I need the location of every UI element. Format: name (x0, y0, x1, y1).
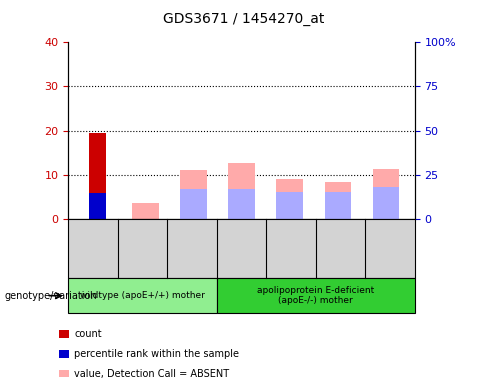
Bar (180, 189, 207, 219)
Bar (132, 203, 159, 219)
Bar (276, 192, 303, 219)
Bar (373, 187, 399, 219)
Bar (89, 193, 105, 219)
Bar (180, 170, 207, 219)
Text: percentile rank within the sample: percentile rank within the sample (74, 349, 239, 359)
Bar (228, 163, 255, 219)
Text: value, Detection Call = ABSENT: value, Detection Call = ABSENT (74, 369, 229, 379)
Bar (373, 169, 399, 219)
Bar (89, 133, 105, 219)
Text: wildtype (apoE+/+) mother: wildtype (apoE+/+) mother (80, 291, 205, 300)
Text: genotype/variation: genotype/variation (5, 291, 98, 301)
Text: apolipoprotein E-deficient
(apoE-/-) mother: apolipoprotein E-deficient (apoE-/-) mot… (257, 286, 374, 305)
Bar (325, 192, 351, 219)
Text: count: count (74, 329, 102, 339)
Bar (325, 182, 351, 219)
Bar (228, 189, 255, 219)
Text: GDS3671 / 1454270_at: GDS3671 / 1454270_at (163, 12, 325, 25)
Bar (276, 179, 303, 219)
